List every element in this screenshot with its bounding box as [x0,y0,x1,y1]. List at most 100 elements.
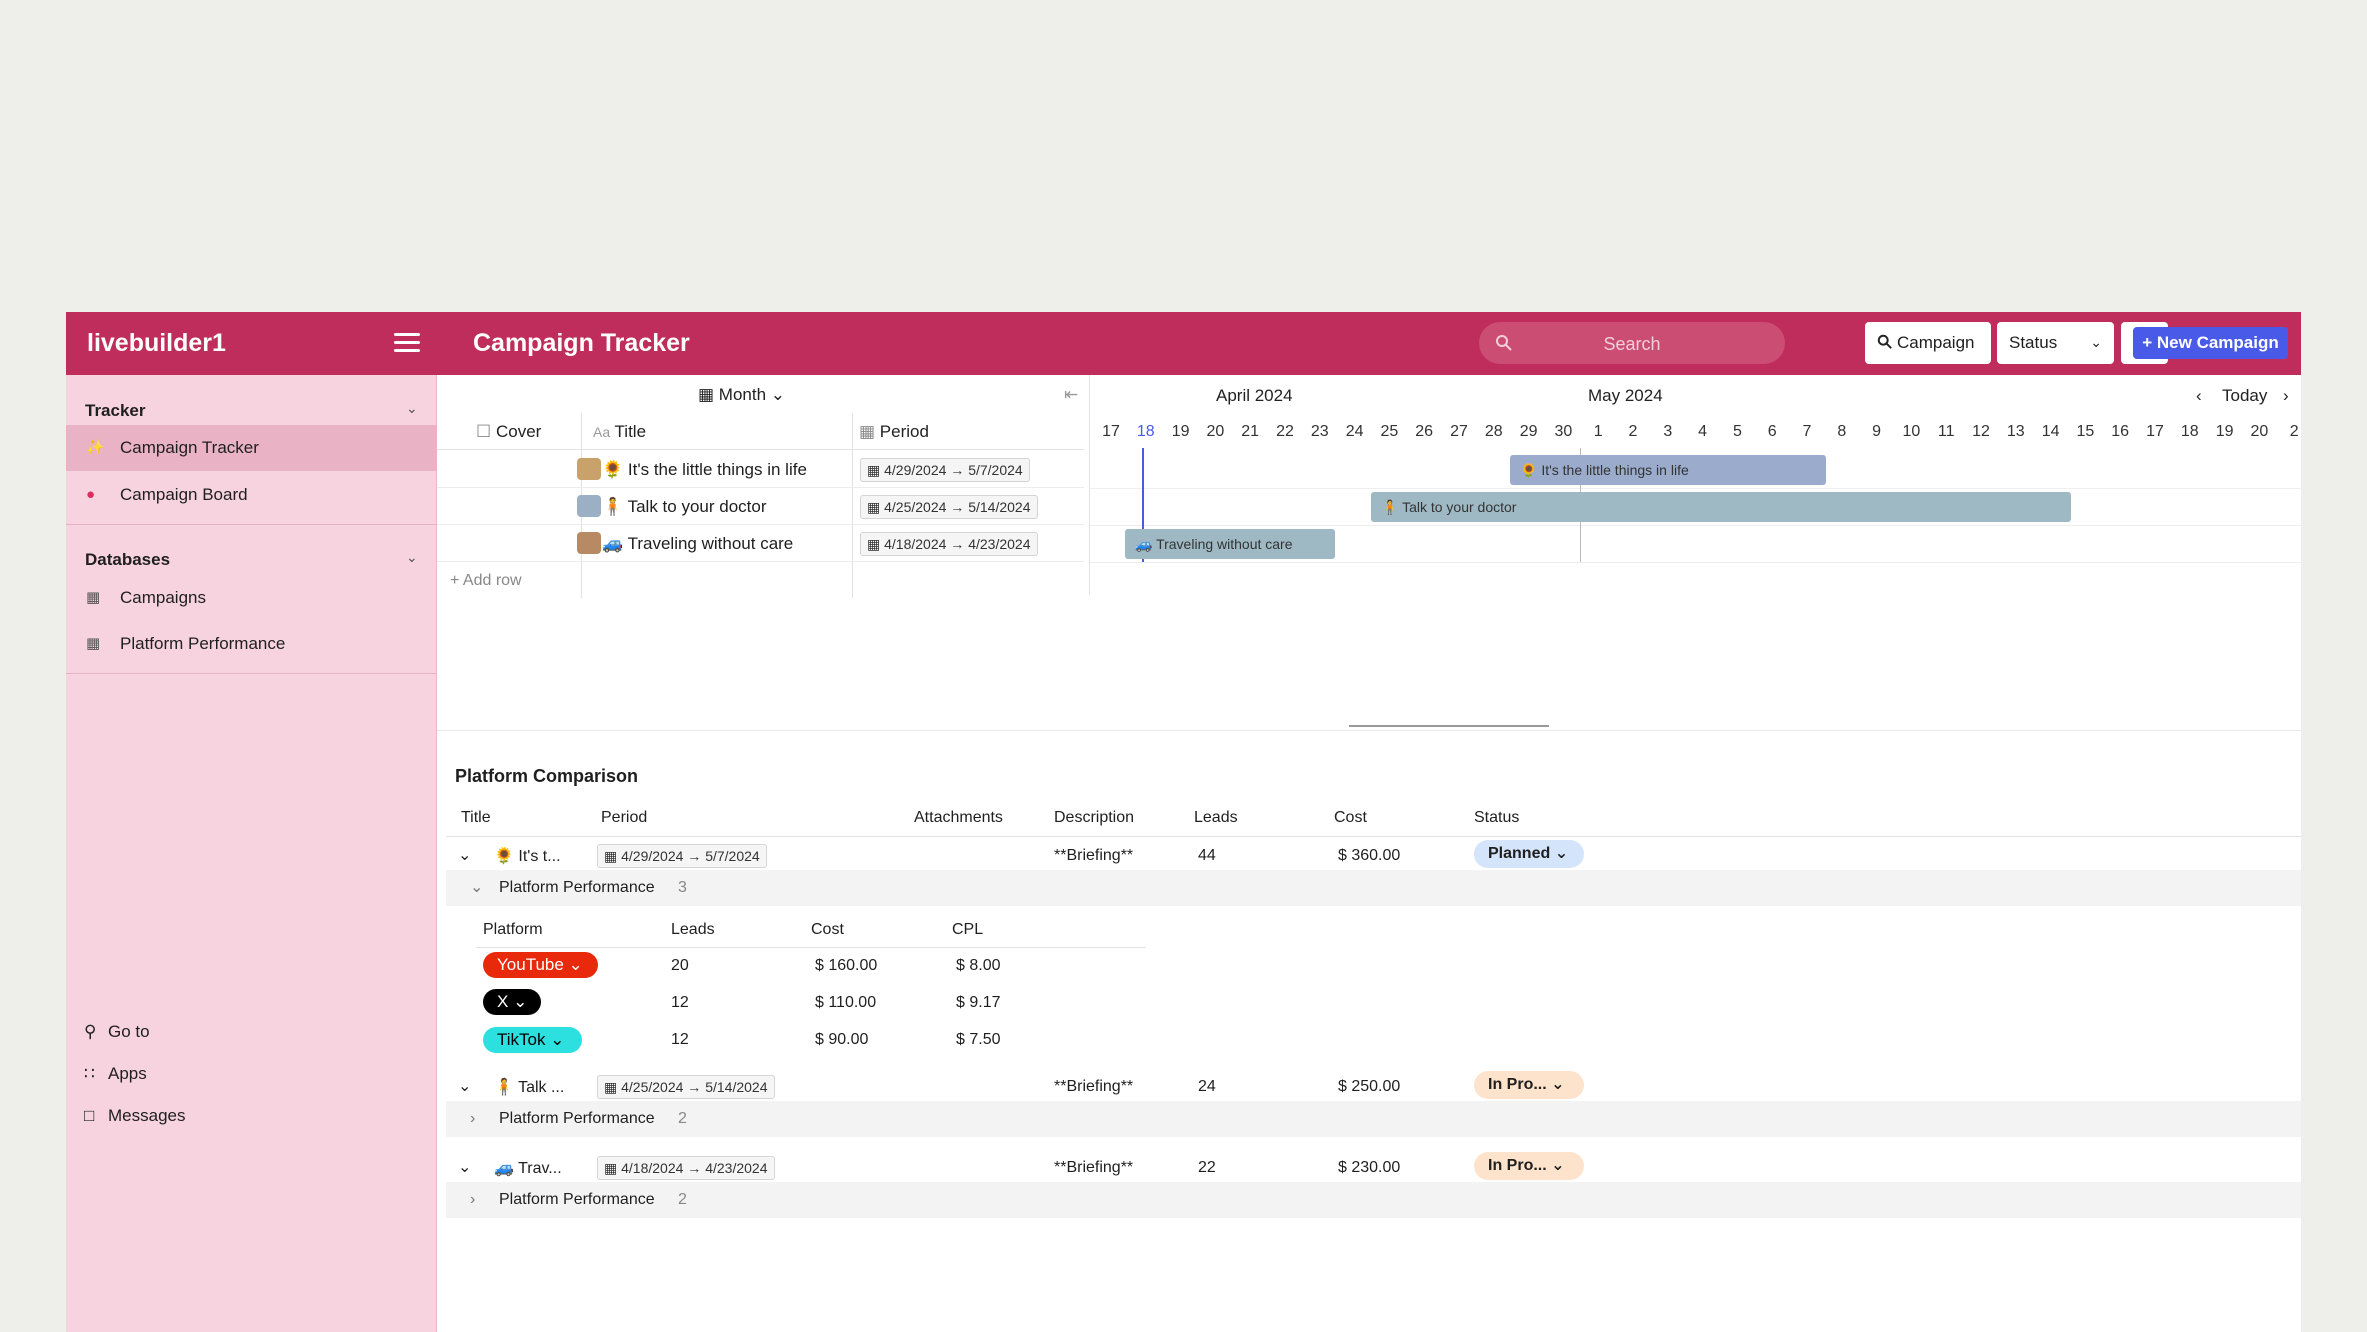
column-header-leads[interactable]: Leads [1194,809,1238,826]
text-type-icon: Aa [593,424,611,440]
platform-tag-youtube[interactable]: YouTube ⌄ [483,952,598,978]
chevron-down-icon: ⌄ [470,879,484,896]
group-label: Platform Performance [499,1191,655,1208]
sub-header-platform[interactable]: Platform [483,921,543,938]
leads-cell: 24 [1198,1078,1216,1095]
column-header-period[interactable]: Period [601,809,648,826]
table-row[interactable]: 🌻 It's the little things in life ▦ 4/29/… [437,451,1084,488]
sidebar-section-databases[interactable]: Databases [85,550,171,569]
chevron-down-icon: ⌄ [1551,1076,1565,1093]
apps-grid-icon: ∷ [84,1064,95,1083]
day-label: 19 [1171,423,1190,440]
chevron-down-icon[interactable]: ⌄ [406,400,418,416]
chevron-down-icon[interactable]: ⌄ [406,549,418,565]
search-input[interactable]: Search [1479,322,1785,364]
message-icon: □ [84,1106,95,1125]
app-window: livebuilder1 Campaign Tracker Search Cam… [66,312,2301,1332]
cost-cell: $ 360.00 [1338,847,1401,864]
sidebar-item-campaigns[interactable]: ▦ Campaigns [66,575,437,621]
divider [66,524,437,525]
collapse-icon[interactable]: ⇤ [1064,385,1079,404]
column-header-cost[interactable]: Cost [1334,809,1367,826]
period-chip[interactable]: ▦ 4/25/2024 → 5/14/2024 [597,1075,775,1099]
day-label: 14 [2041,423,2060,440]
platform-leads: 12 [671,1031,689,1048]
column-header-period[interactable]: ▦ Period [859,422,929,441]
chevron-down-icon: ⌄ [513,992,528,1011]
menu-icon[interactable] [394,333,420,353]
section-title: Platform Comparison [455,766,639,786]
group-header[interactable]: › Platform Performance 2 [446,1182,2301,1218]
platform-tag-tiktok[interactable]: TikTok ⌄ [483,1027,582,1053]
sub-header-cost[interactable]: Cost [811,921,844,938]
brand-name: livebuilder1 [87,329,226,357]
calendar-icon: ▦ [859,422,876,441]
new-campaign-button[interactable]: + New Campaign [2133,327,2288,359]
go-to-link[interactable]: ⚲ Go to [84,1022,150,1042]
period-chip[interactable]: ▦ 4/29/2024 → 5/7/2024 [860,458,1030,482]
column-header-cover[interactable]: ☐ Cover [476,422,542,441]
period-chip[interactable]: ▦ 4/18/2024 → 4/23/2024 [860,532,1038,556]
column-header-title[interactable]: Title [461,809,491,826]
prev-arrow-icon[interactable]: ‹ [2196,386,2202,405]
timeline-column-header [437,413,1084,450]
day-label: 17 [2146,423,2164,440]
timeline-bar[interactable]: 🧍 Talk to your doctor [1371,492,2071,522]
campaign-title[interactable]: 🌻 It's t... [494,848,561,865]
status-badge[interactable]: Planned ⌄ [1474,840,1584,868]
sidebar-item-platform-performance[interactable]: ▦ Platform Performance [66,621,437,667]
sidebar-item-campaign-tracker[interactable]: ✨ Campaign Tracker [66,425,437,471]
checkbox-icon: ☐ [476,422,492,441]
table-row[interactable]: 🚙 Traveling without care ▦ 4/18/2024 → 4… [437,525,1084,562]
divider [852,413,853,598]
chevron-down-icon[interactable]: ⌄ [458,1078,472,1095]
sub-header-leads[interactable]: Leads [671,921,715,938]
group-header[interactable]: › Platform Performance 2 [446,1101,2301,1137]
platform-tag-x[interactable]: X ⌄ [483,989,541,1015]
table-row[interactable]: 🧍 Talk to your doctor ▦ 4/25/2024 → 5/14… [437,488,1084,525]
apps-link[interactable]: ∷ Apps [84,1064,147,1084]
messages-label: Messages [108,1106,186,1125]
today-marker [1142,448,1144,562]
group-label: Platform Performance [499,1110,655,1127]
column-header-status[interactable]: Status [1474,809,1520,826]
next-arrow-icon[interactable]: › [2283,386,2289,405]
column-header-title[interactable]: Aa Title [593,422,647,441]
divider [66,673,437,674]
platform-leads: 12 [671,994,689,1011]
column-header-description[interactable]: Description [1054,809,1135,826]
campaign-title[interactable]: 🚙 Trav... [494,1160,562,1177]
chevron-down-icon[interactable]: ⌄ [458,847,472,864]
add-row-button[interactable]: + Add row [450,572,522,589]
day-label: 9 [1872,423,1882,440]
chevron-down-icon[interactable]: ⌄ [458,1159,472,1176]
day-label: 1 [1593,423,1603,440]
column-header-attachments[interactable]: Attachments [914,809,1003,826]
campaign-title[interactable]: 🧍 Talk ... [494,1079,565,1096]
view-selector[interactable]: ▦ Month ⌄ [698,385,785,405]
status-filter-select[interactable]: Status ⌄ [1997,322,2114,364]
resize-handle[interactable] [1349,725,1549,727]
timeline-bar[interactable]: 🚙 Traveling without care [1125,529,1335,559]
group-header[interactable]: ⌄ Platform Performance 3 [446,870,2301,906]
sidebar-item-campaign-board[interactable]: ● Campaign Board [66,472,437,518]
sidebar-section-tracker[interactable]: Tracker [85,401,146,420]
campaign-filter-button[interactable]: Campaign [1865,322,1991,364]
sub-header-cpl[interactable]: CPL [952,921,984,938]
period-chip[interactable]: ▦ 4/25/2024 → 5/14/2024 [860,495,1038,519]
period-chip[interactable]: ▦ 4/18/2024 → 4/23/2024 [597,1156,775,1180]
day-label: 3 [1663,423,1673,440]
sidebar: Tracker ⌄ ✨ Campaign Tracker ● Campaign … [66,375,437,1332]
period-chip[interactable]: ▦ 4/29/2024 → 5/7/2024 [597,844,767,868]
status-badge[interactable]: In Pro... ⌄ [1474,1071,1584,1099]
messages-link[interactable]: □ Messages [84,1106,185,1126]
row-emoji: 🧍 [602,497,624,516]
chevron-down-icon: ⌄ [2090,334,2102,350]
timeline-bar[interactable]: 🌻 It's the little things in life [1510,455,1826,485]
status-badge[interactable]: In Pro... ⌄ [1474,1152,1584,1180]
day-label: 25 [1380,423,1399,440]
chevron-down-icon: ⌄ [770,385,786,404]
campaign-filter-label: Campaign [1897,333,1975,352]
table-icon: ▦ [86,635,101,652]
today-button[interactable]: Today [2222,386,2268,405]
